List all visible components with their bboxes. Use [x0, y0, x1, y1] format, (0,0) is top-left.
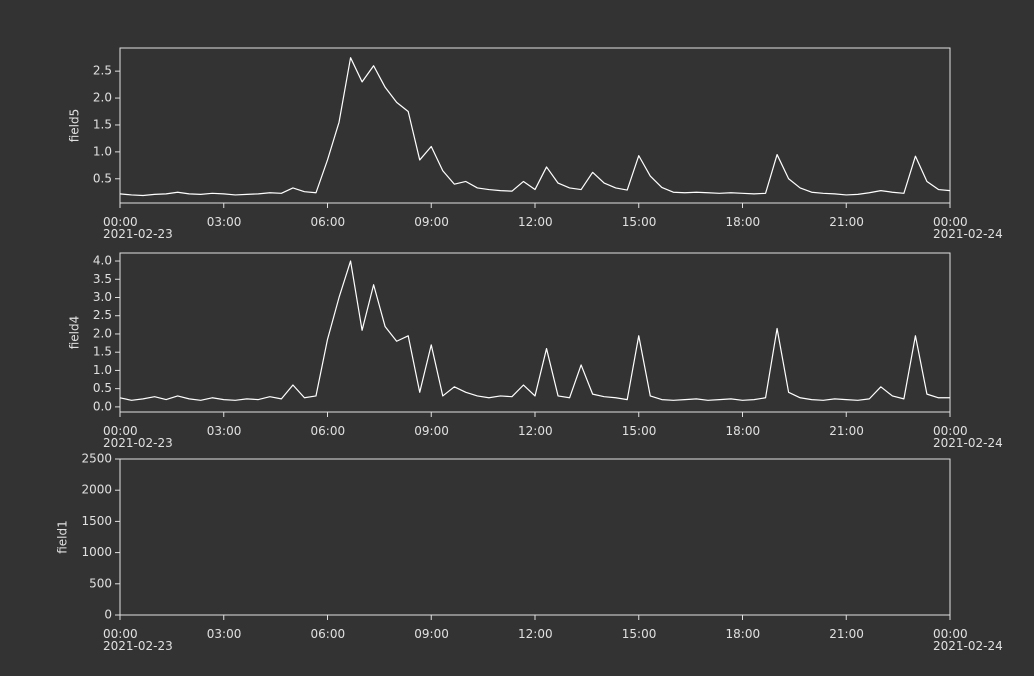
x-tick-label: 21:00: [829, 627, 864, 641]
x-tick-label: 06:00: [310, 215, 346, 229]
x-tick-label: 18:00: [725, 215, 761, 229]
y-tick-label: 1.0: [93, 363, 112, 377]
x-tick-label: 00:00 2021-02-24: [933, 424, 1003, 450]
x-tick-label: 15:00: [621, 627, 657, 641]
x-tick-label: 12:00: [518, 424, 553, 438]
y-tick-label: 1.5: [93, 117, 112, 131]
y-tick-label: 2500: [81, 452, 112, 466]
y-tick-label: 1.5: [93, 345, 112, 359]
x-tick-label: 18:00: [725, 627, 761, 641]
plot-frame: [119, 458, 951, 616]
y-tick-label: 0: [104, 608, 112, 622]
x-tick-label: 03:00: [206, 627, 242, 641]
x-tick-label: 00:00 2021-02-23: [103, 215, 173, 241]
x-tick-label: 00:00 2021-02-23: [103, 627, 173, 653]
x-tick-label: 18:00: [725, 424, 761, 438]
plot-frame: [119, 47, 951, 204]
x-tick-label: 03:00: [206, 424, 242, 438]
y-tick-label: 0.5: [93, 381, 112, 395]
x-tick-label: 15:00: [621, 424, 657, 438]
x-tick-label: 12:00: [518, 215, 553, 229]
x-tick-label: 09:00: [414, 424, 449, 438]
y-tick-label: 2000: [81, 483, 112, 497]
y-tick-label: 500: [89, 576, 112, 590]
y-tick-label: 2.0: [93, 91, 112, 105]
y-tick-label: 2.5: [93, 308, 112, 322]
y-tick-label: 0.5: [93, 171, 112, 185]
y-tick-label: 3.5: [93, 272, 112, 286]
x-tick-label: 09:00: [414, 627, 449, 641]
data-line: [119, 57, 951, 197]
y-tick-label: 3.0: [93, 290, 112, 304]
y-axis-label: field1: [56, 520, 70, 554]
x-tick-label: 00:00 2021-02-23: [103, 424, 173, 450]
x-tick-label: 03:00: [206, 215, 242, 229]
x-tick-label: 06:00: [310, 627, 346, 641]
y-tick-label: 1.0: [93, 144, 112, 158]
y-tick-label: 4.0: [93, 254, 112, 268]
y-tick-label: 0.0: [93, 399, 112, 413]
x-tick-label: 00:00 2021-02-24: [933, 215, 1003, 241]
data-line: [119, 260, 950, 401]
y-axis-label: field5: [68, 109, 82, 143]
x-tick-label: 09:00: [414, 215, 449, 229]
y-tick-label: 1500: [81, 514, 112, 528]
y-axis-label: field4: [68, 316, 82, 350]
x-tick-label: 12:00: [518, 627, 553, 641]
x-tick-label: 06:00: [310, 424, 346, 438]
plot-frame: [119, 252, 951, 413]
x-tick-label: 21:00: [829, 215, 864, 229]
y-tick-label: 2.0: [93, 326, 112, 340]
y-tick-label: 1000: [81, 545, 112, 559]
y-tick-label: 2.5: [93, 64, 112, 78]
x-tick-label: 21:00: [829, 424, 864, 438]
x-tick-label: 15:00: [621, 215, 657, 229]
x-tick-label: 00:00 2021-02-24: [933, 627, 1003, 653]
